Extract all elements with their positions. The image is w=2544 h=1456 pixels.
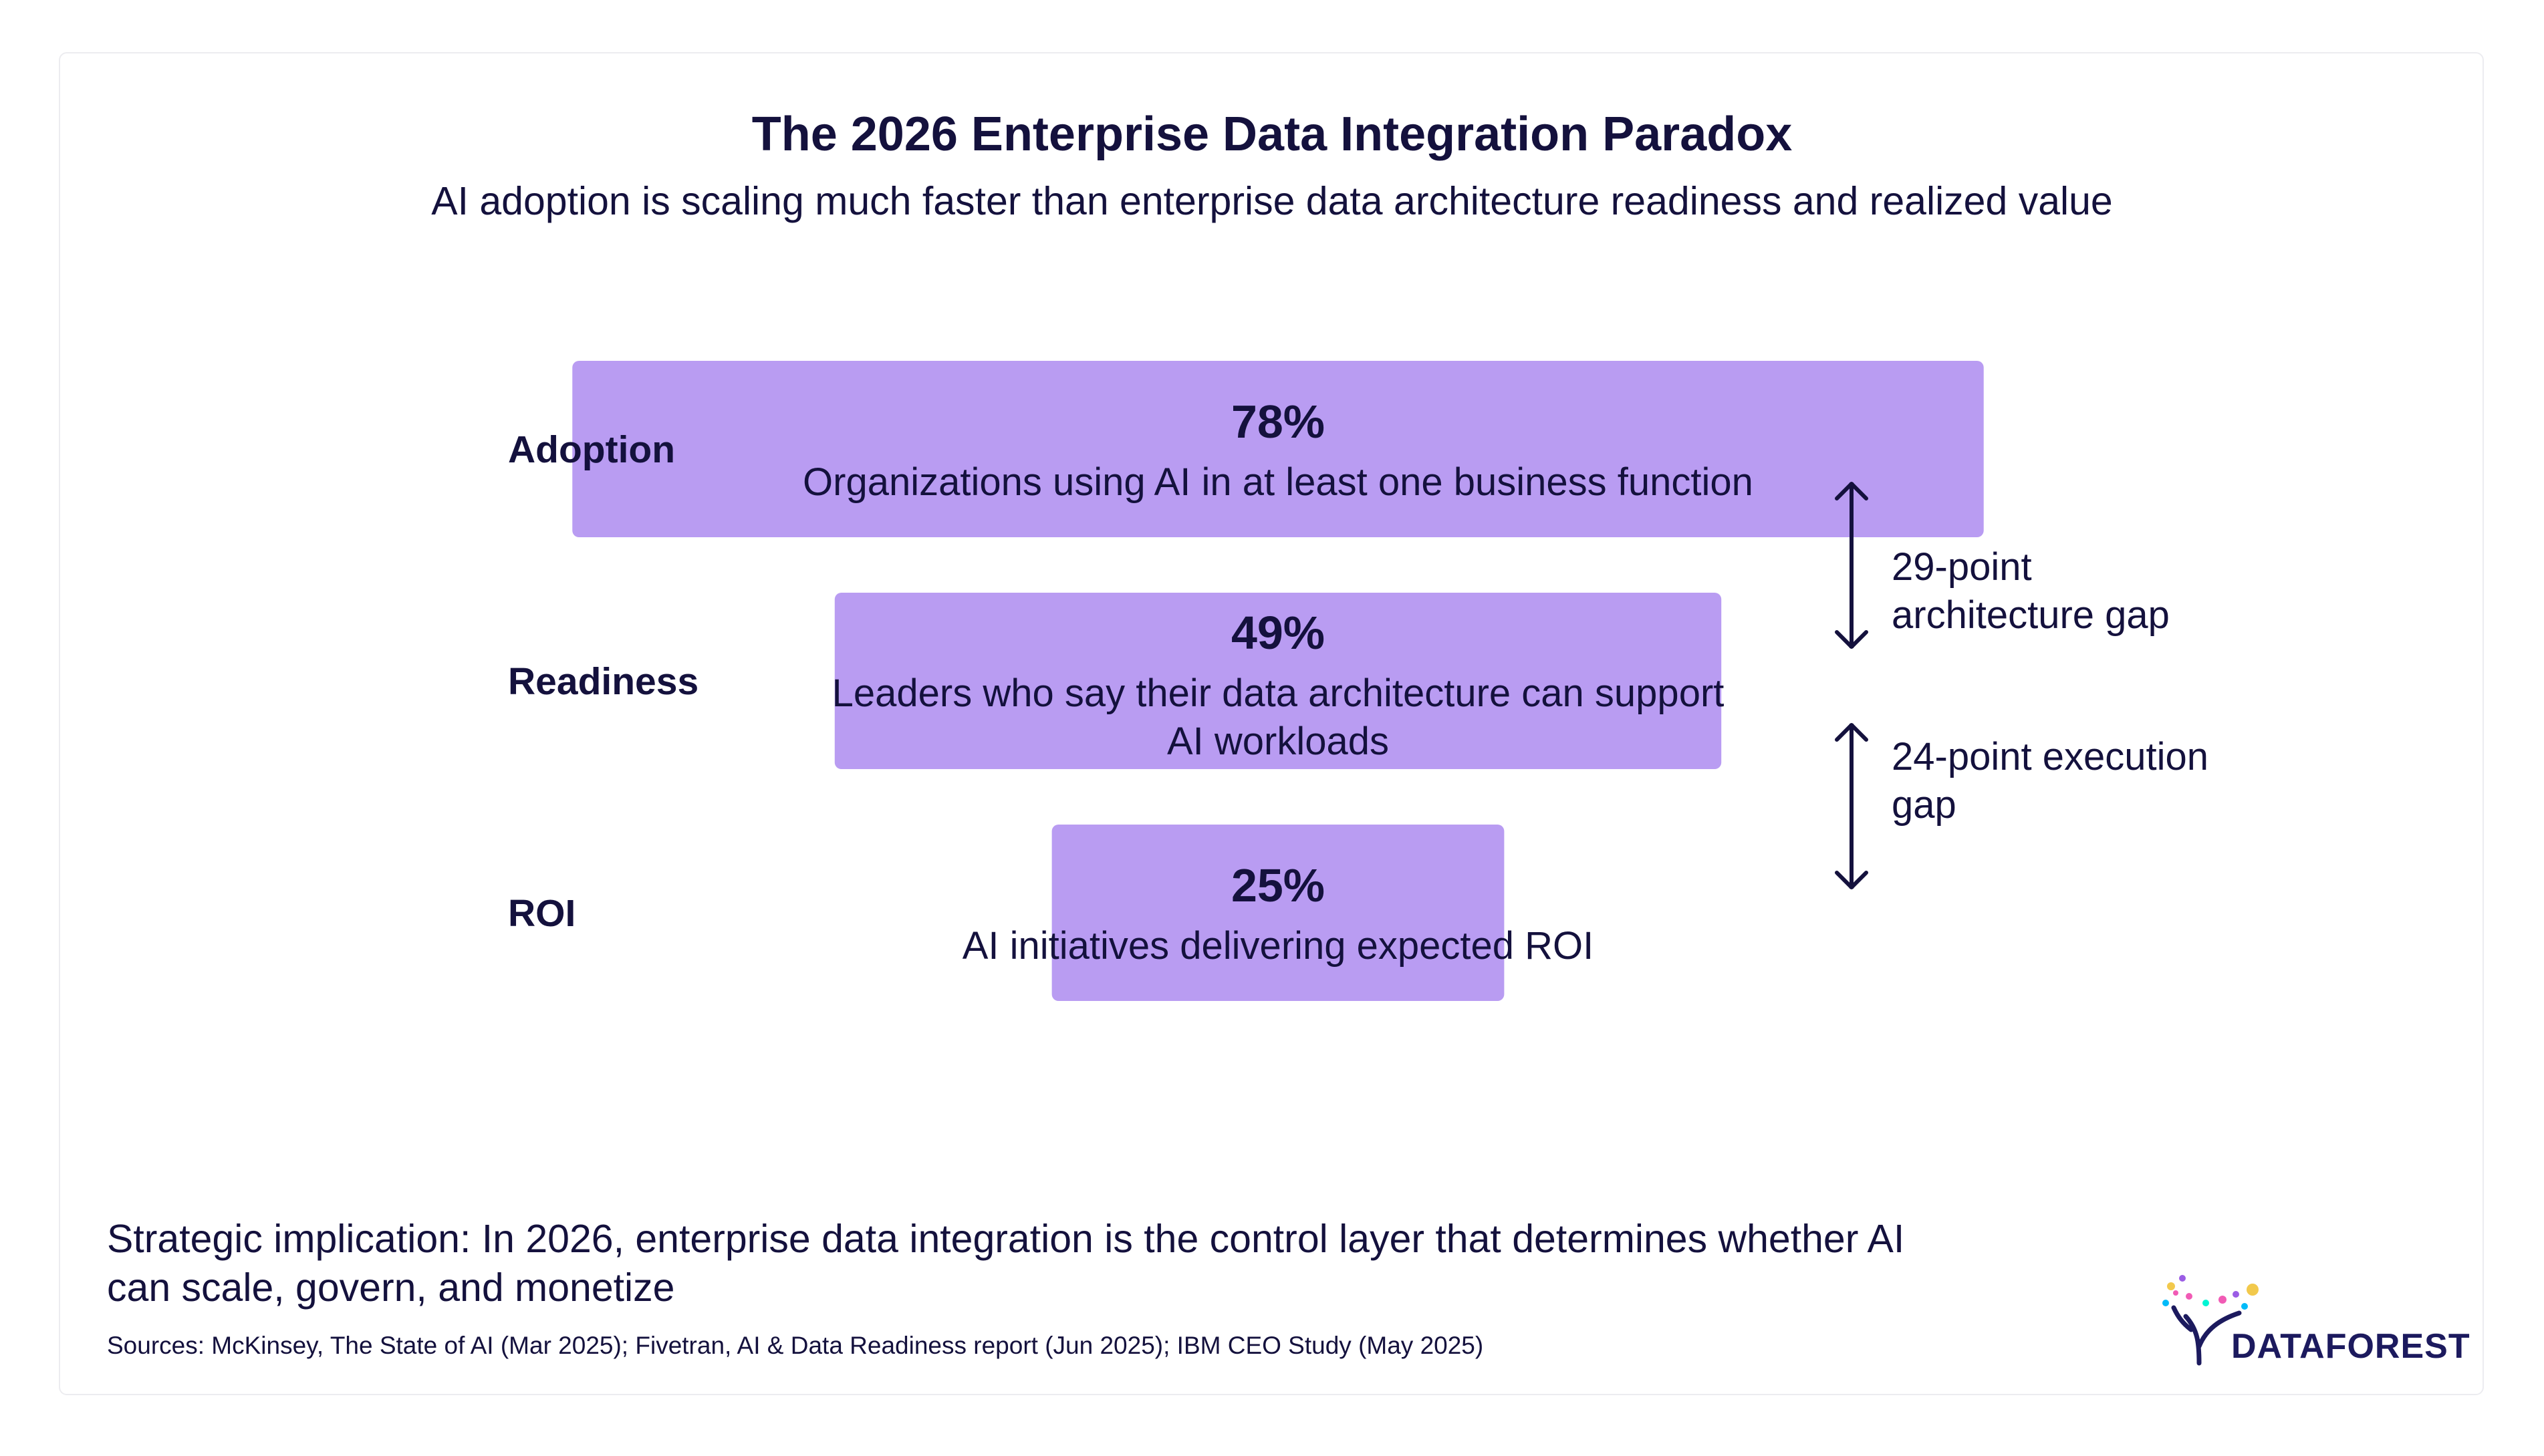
sources-note: Sources: McKinsey, The State of AI (Mar … [107,1332,1484,1359]
tree-icon [2162,1275,2259,1366]
logo-text: DATAFOREST [2231,1327,2470,1366]
chart-subtitle: AI adoption is scaling much faster than … [431,179,2113,223]
chart-card [59,52,2484,1395]
dataforest-logo: DATAFOREST [2159,1266,2470,1366]
strategic-implication: Strategic implication: In 2026, enterpri… [107,1217,1905,1310]
chart-title: The 2026 Enterprise Data Integration Par… [751,108,1793,161]
